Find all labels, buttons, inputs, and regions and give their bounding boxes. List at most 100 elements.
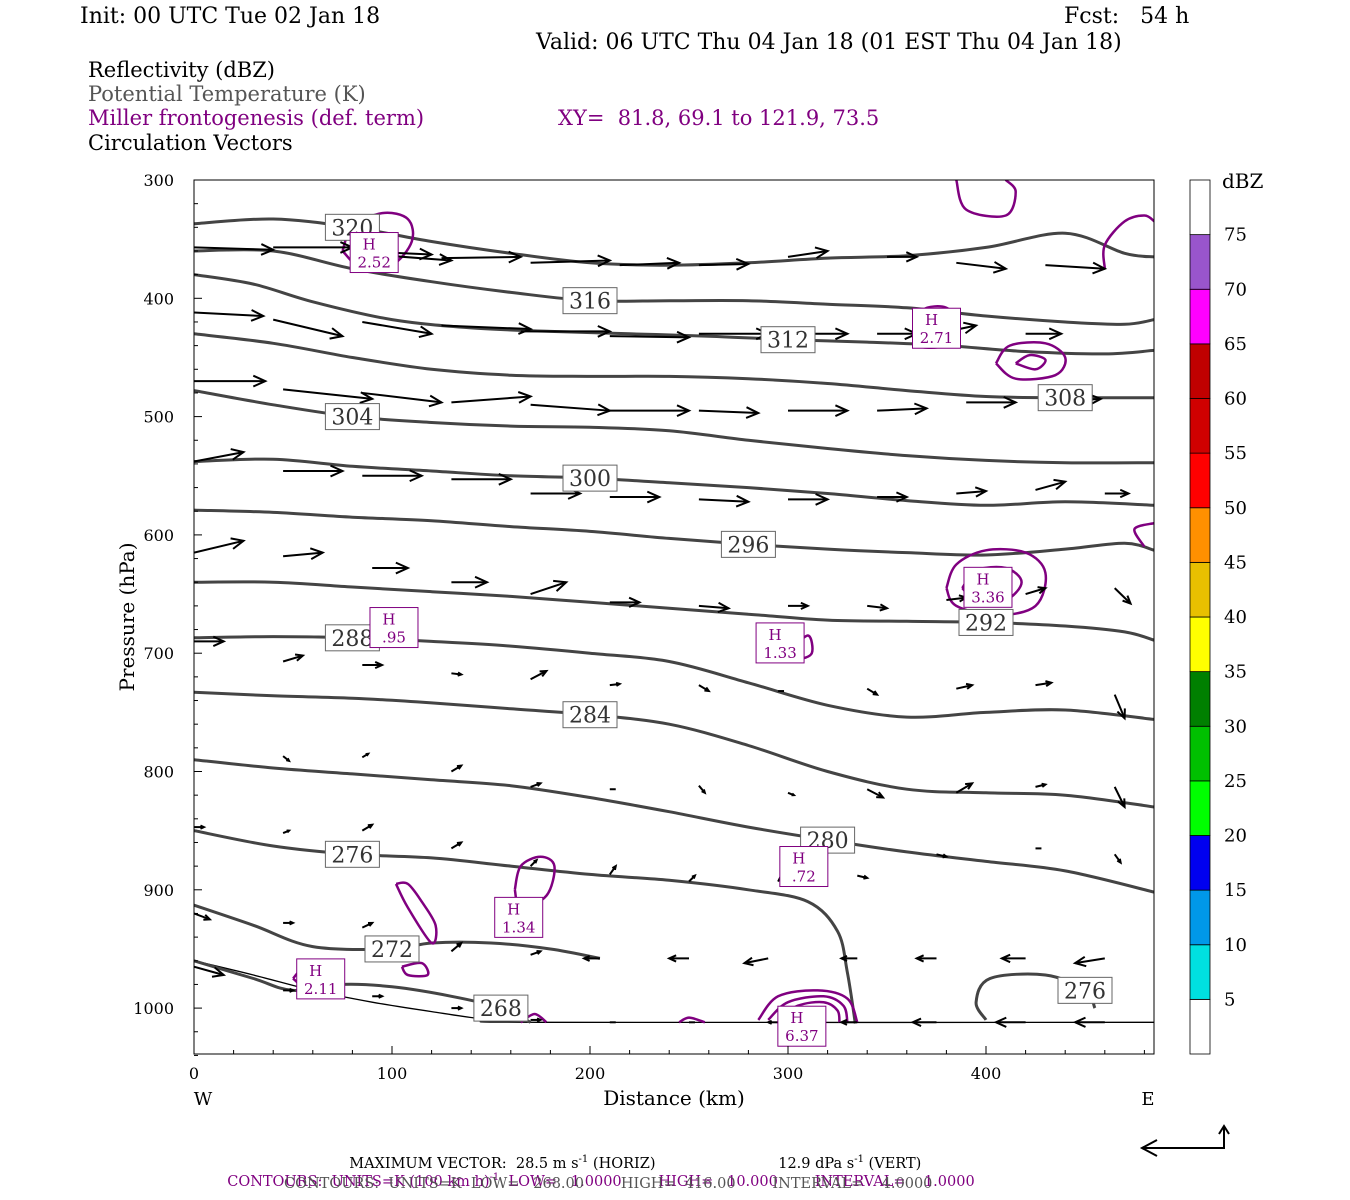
- circulation-vector: [1045, 261, 1108, 275]
- theta-contour-300: [194, 457, 1154, 507]
- frontogenesis-contour: [1102, 214, 1154, 269]
- circulation-vector: [194, 309, 266, 322]
- circulation-vector: [1113, 853, 1123, 865]
- max-vector-vert-exp: -1: [854, 1153, 864, 1165]
- theta-contour-label: 308: [1037, 384, 1093, 412]
- legend-potential-temperature: Potential Temperature (K): [88, 82, 366, 106]
- contour-info-fg-b: LOW= 1.0000 HIGH= 10.000 INTERVAL= 1.000…: [499, 1173, 975, 1190]
- circulation-vector: [1035, 782, 1048, 788]
- frontogenesis-max-h: H: [792, 850, 805, 868]
- colorbar-swatch: [1189, 835, 1211, 891]
- colorbar-swatch: [1189, 179, 1211, 236]
- circulation-vector: [999, 953, 1026, 964]
- circulation-vector: [362, 660, 385, 670]
- circulation-vector: [450, 764, 464, 773]
- svg-text:284: 284: [569, 704, 611, 729]
- colorbar-swatch: [1189, 288, 1211, 345]
- frontogenesis-contours: [292, 180, 1154, 1024]
- colorbar: 5 10 15 20 25 30 35 40 45 50 55 60 65 70 75: [1189, 179, 1247, 1055]
- circulation-vector: [698, 406, 761, 419]
- circulation-vector: [877, 327, 920, 341]
- theta-contour-label: 272: [364, 935, 420, 963]
- y-tick-label: 500: [143, 408, 174, 427]
- circulation-vector: [362, 320, 435, 339]
- circulation-vector: [698, 684, 711, 693]
- frontogenesis-max-h: H: [309, 962, 322, 980]
- theta-contour-label: 304: [324, 403, 380, 431]
- x-axis-east-label: E: [1141, 1089, 1154, 1110]
- colorbar-swatch: [1189, 616, 1211, 673]
- colorbar-level-label: 60: [1224, 389, 1247, 410]
- circulation-vector: [877, 491, 910, 503]
- svg-text:272: 272: [371, 938, 413, 963]
- circulation-vector: [956, 261, 1009, 274]
- colorbar-swatch: [1189, 234, 1211, 290]
- circulation-vector: [530, 254, 613, 268]
- circulation-vector: [698, 494, 751, 508]
- colorbar-swatch: [1189, 998, 1211, 1055]
- circulation-vector: [839, 1018, 858, 1026]
- y-tick-label: 400: [143, 289, 174, 308]
- colorbar-swatch: [1189, 561, 1211, 618]
- svg-text:316: 316: [569, 290, 611, 315]
- frontogenesis-max-label: H2.11: [296, 958, 346, 1000]
- frontogenesis-contour: [394, 881, 438, 945]
- frontogenesis-max-h: H: [507, 900, 520, 918]
- circulation-vector: [361, 823, 375, 832]
- svg-text:292: 292: [965, 611, 1007, 636]
- x-tick-label: 200: [575, 1064, 606, 1083]
- max-vector-horiz: MAXIMUM VECTOR: 28.5 m s: [349, 1155, 579, 1172]
- circulation-vector: [361, 752, 371, 759]
- circulation-vector: [619, 256, 682, 270]
- frontogenesis-max-label: H1.34: [494, 896, 544, 938]
- circulation-vector: [936, 853, 949, 859]
- circulation-vector: [698, 785, 707, 795]
- circulation-vector: [282, 388, 375, 404]
- colorbar-level-label: 15: [1224, 880, 1247, 901]
- colorbar-level-label: 30: [1224, 716, 1247, 737]
- theta-contour-label: 312: [760, 326, 816, 354]
- theta-contour-292: [194, 580, 1154, 642]
- max-vector-vert-tail: (VERT): [863, 1155, 922, 1172]
- svg-text:268: 268: [480, 997, 522, 1022]
- theta-contour-label: 292: [958, 608, 1014, 636]
- circulation-vector: [910, 1017, 937, 1027]
- circulation-vector: [1104, 488, 1131, 499]
- frontogenesis-contour: [678, 1016, 706, 1024]
- circulation-vector: [1072, 955, 1105, 968]
- circulation-vector: [530, 403, 613, 417]
- circulation-vector: [282, 829, 292, 834]
- y-tick-label: 700: [143, 644, 174, 663]
- circulation-vector: [530, 950, 543, 956]
- frontogenesis-max-label: H2.52: [349, 232, 399, 274]
- frontogenesis-max-value: .95: [382, 629, 406, 647]
- circulation-vector: [914, 954, 937, 963]
- circulation-vector: [788, 601, 811, 610]
- circulation-vector: [866, 687, 880, 696]
- svg-text:276: 276: [331, 843, 373, 868]
- svg-text:276: 276: [1064, 979, 1106, 1004]
- colorbar-level-label: 55: [1224, 443, 1247, 464]
- svg-text:312: 312: [767, 329, 809, 354]
- circulation-vector: [788, 404, 850, 417]
- svg-text:300: 300: [569, 467, 611, 492]
- y-axis-label: Pressure (hPa): [115, 543, 139, 692]
- frontogenesis-max-value: .72: [792, 868, 816, 886]
- circulation-vector: [966, 396, 1019, 409]
- colorbar-swatch: [1189, 780, 1211, 836]
- circulation-vector: [362, 469, 425, 483]
- legend-reflectivity: Reflectivity (dBZ): [88, 58, 276, 82]
- colorbar-level-label: 50: [1224, 498, 1247, 519]
- frontogenesis-contour: [1014, 353, 1047, 371]
- circulation-vector: [272, 318, 345, 340]
- circulation-vector: [609, 681, 623, 687]
- theta-contour-280: [194, 758, 1154, 894]
- frontogenesis-max-label: H3.36: [963, 566, 1013, 608]
- circulation-vector: [956, 486, 989, 498]
- contour-info-theta: CONTOURS: UNITS=K LOW= 268.00 HIGH= 416.…: [284, 1176, 933, 1192]
- circulation-vector: [451, 575, 490, 589]
- theta-contour-label: 276: [1057, 976, 1113, 1004]
- colorbar-swatch: [1189, 452, 1211, 509]
- circulation-vector: [765, 1019, 779, 1025]
- frontogenesis-contour: [1133, 521, 1154, 548]
